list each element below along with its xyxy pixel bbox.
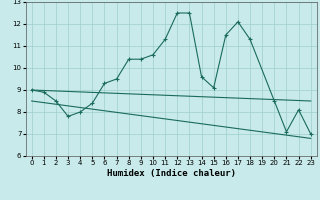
X-axis label: Humidex (Indice chaleur): Humidex (Indice chaleur)	[107, 169, 236, 178]
